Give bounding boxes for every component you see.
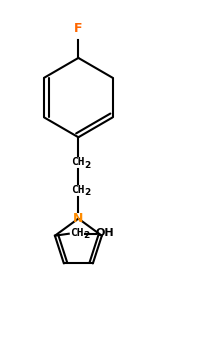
Text: 2: 2 [84, 160, 90, 170]
Text: F: F [74, 22, 83, 35]
Text: CH: CH [71, 157, 84, 167]
Text: CH: CH [70, 228, 83, 238]
Text: OH: OH [96, 228, 115, 238]
Text: 2: 2 [83, 231, 90, 240]
Text: 2: 2 [84, 188, 90, 197]
Text: N: N [73, 212, 83, 225]
Text: CH: CH [71, 185, 84, 195]
